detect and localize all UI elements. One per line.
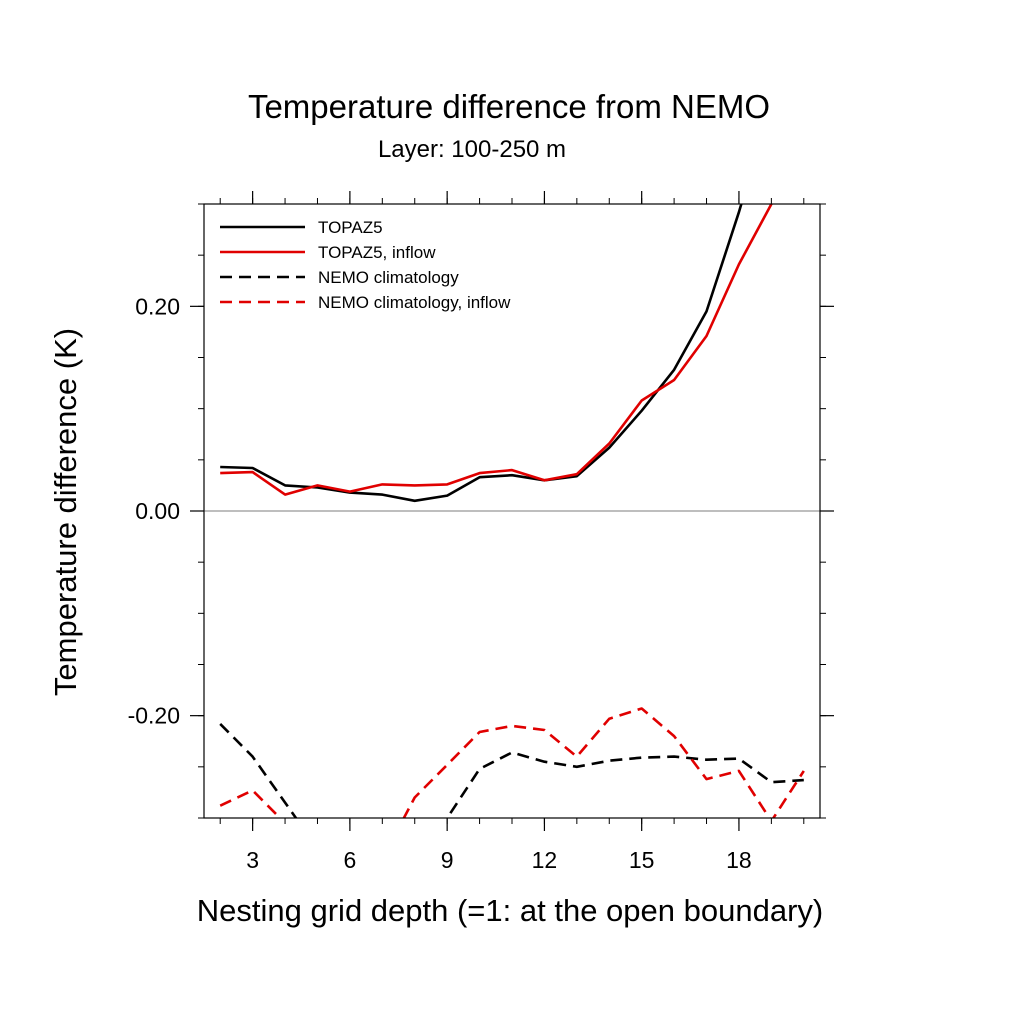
legend-label-4: NEMO climatology, inflow [318,293,511,312]
legend-label-3: NEMO climatology [318,268,459,287]
x-axis-label: Nesting grid depth (=1: at the open boun… [196,893,824,928]
legend-label-1: TOPAZ5 [318,218,383,237]
chart-subtitle: Layer: 100-250 m [377,136,567,163]
chart-title: Temperature difference from NEMO [247,88,771,125]
x-tick-label: 9 [441,847,454,873]
series-line-2 [220,204,773,496]
series-line-1 [220,204,743,503]
series-line-4 [219,707,805,818]
x-tick-label: 12 [532,847,558,873]
y-tick-label: 0.20 [135,293,180,319]
x-tick-label: 15 [629,847,655,873]
legend-label-2: TOPAZ5, inflow [318,243,436,262]
x-tick-label: 3 [246,847,259,873]
y-tick-label: -0.20 [128,703,180,729]
y-tick-label: 0.00 [135,498,180,524]
series-line-3 [219,722,804,818]
x-tick-label: 6 [343,847,356,873]
x-tick-label: 18 [726,847,752,873]
legend: TOPAZ5 TOPAZ5, inflow NEMO climatology NEMO… [220,218,511,312]
series-group [219,204,805,818]
